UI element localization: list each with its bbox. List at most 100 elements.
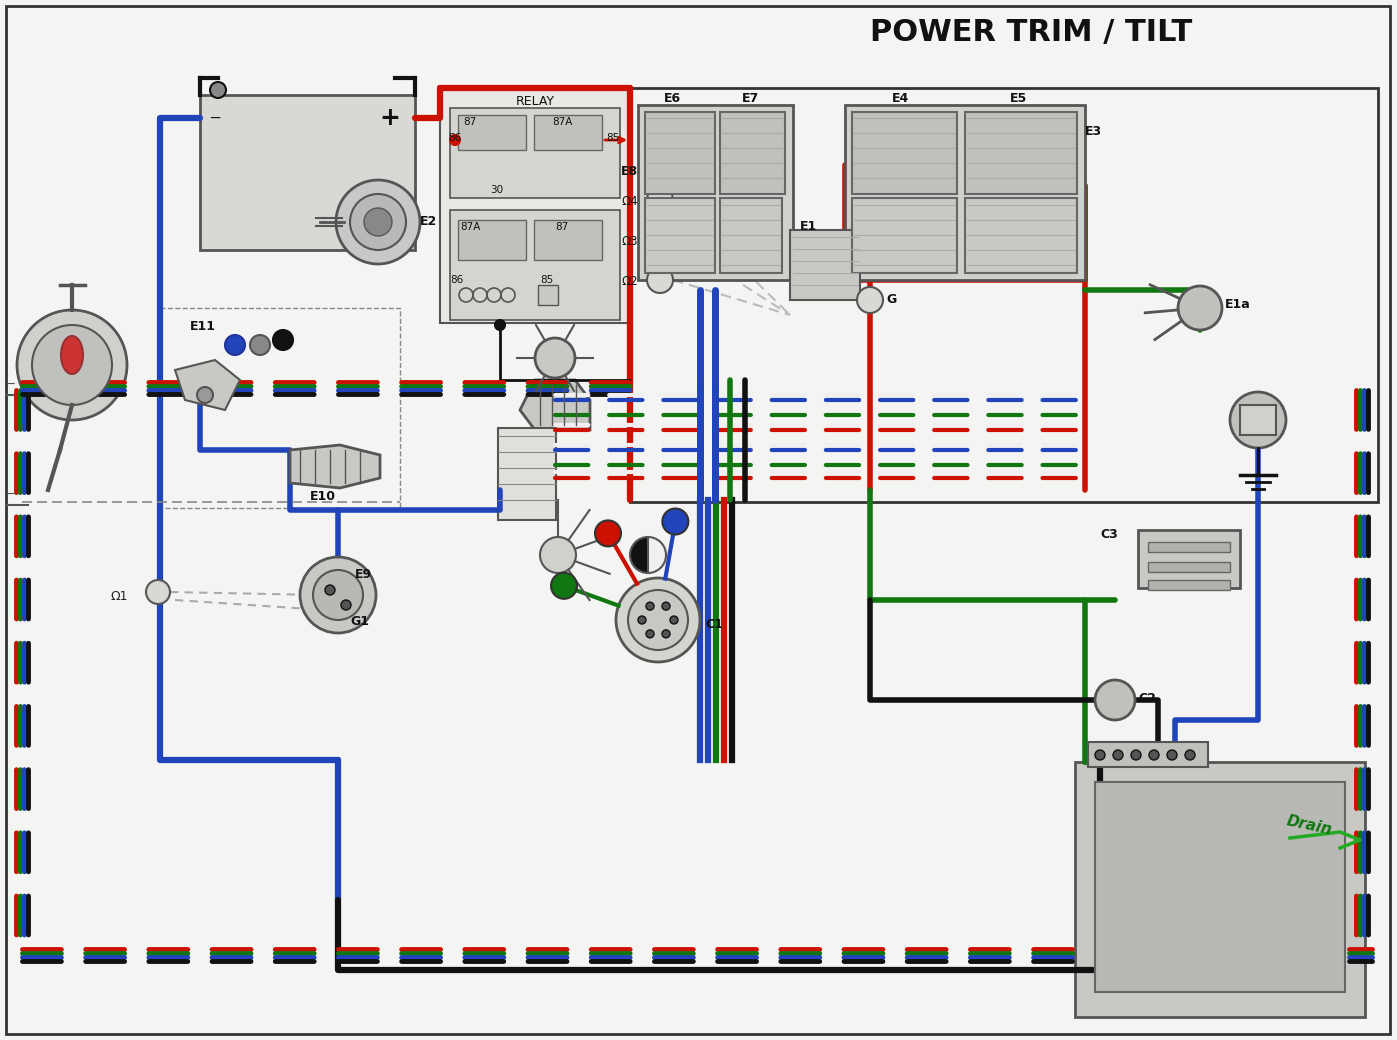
Text: G: G [886, 293, 897, 306]
Bar [534, 220, 602, 260]
Bar [852, 112, 957, 194]
Circle shape [662, 630, 671, 638]
Text: C2: C2 [1139, 692, 1155, 705]
Bar [965, 112, 1077, 194]
Circle shape [535, 338, 576, 378]
Text: Ω2: Ω2 [622, 275, 638, 288]
Circle shape [32, 326, 112, 405]
Text: 86: 86 [450, 275, 464, 285]
Text: Ω4: Ω4 [622, 196, 638, 208]
Bar [852, 198, 957, 274]
Bar [845, 105, 1085, 280]
Text: E6: E6 [664, 92, 680, 105]
Circle shape [495, 320, 504, 330]
Circle shape [595, 520, 622, 546]
Bar [1241, 405, 1275, 435]
Circle shape [1229, 392, 1287, 448]
Bar [1088, 742, 1208, 768]
Circle shape [337, 180, 420, 264]
Bar [497, 428, 556, 520]
Text: Ω1: Ω1 [110, 590, 127, 603]
Circle shape [647, 267, 673, 293]
Circle shape [197, 387, 212, 404]
Circle shape [341, 600, 351, 610]
Circle shape [250, 335, 270, 355]
Polygon shape [291, 445, 380, 488]
Bar [200, 95, 415, 250]
Circle shape [225, 335, 244, 355]
Text: C3: C3 [1099, 528, 1118, 541]
Bar [440, 88, 630, 323]
Text: E11: E11 [190, 320, 217, 333]
Bar [1148, 580, 1229, 590]
Circle shape [645, 630, 654, 638]
Bar [450, 108, 620, 198]
Bar [458, 115, 527, 150]
Bar [1076, 762, 1365, 1017]
Bar [1139, 530, 1241, 588]
Circle shape [1166, 750, 1178, 760]
Text: E5: E5 [1010, 92, 1027, 105]
Bar [1095, 782, 1345, 992]
Bar [965, 198, 1077, 274]
Circle shape [1095, 750, 1105, 760]
Polygon shape [520, 380, 590, 430]
Bar [161, 308, 400, 508]
Circle shape [856, 287, 883, 313]
Circle shape [450, 135, 460, 145]
Circle shape [300, 557, 376, 633]
Circle shape [638, 616, 645, 624]
Circle shape [616, 578, 700, 662]
Bar [538, 285, 557, 305]
Bar [534, 115, 602, 150]
Text: ─: ─ [6, 378, 14, 391]
Text: Ω3: Ω3 [622, 235, 638, 248]
Circle shape [1095, 680, 1134, 720]
Text: RELAY: RELAY [515, 95, 555, 108]
Circle shape [662, 509, 689, 535]
Text: 86: 86 [448, 133, 461, 144]
Circle shape [662, 602, 671, 610]
Circle shape [1132, 750, 1141, 760]
Text: 87A: 87A [552, 118, 573, 127]
Text: 85: 85 [606, 133, 619, 144]
Bar [719, 112, 785, 194]
Text: E10: E10 [310, 490, 337, 503]
Wedge shape [630, 537, 648, 573]
Circle shape [647, 187, 673, 213]
Text: E2: E2 [420, 215, 437, 228]
Circle shape [210, 82, 226, 98]
Circle shape [671, 616, 678, 624]
Circle shape [313, 570, 363, 620]
Bar [450, 210, 620, 320]
Wedge shape [648, 537, 666, 573]
Text: C1: C1 [705, 618, 722, 631]
Text: E1: E1 [800, 220, 817, 233]
Circle shape [272, 330, 293, 350]
Circle shape [550, 573, 577, 599]
Text: ─: ─ [6, 488, 14, 501]
Text: 30: 30 [490, 185, 503, 196]
Circle shape [147, 580, 170, 604]
Text: E9: E9 [355, 568, 372, 581]
Bar [630, 88, 1377, 502]
Text: 87: 87 [464, 118, 476, 127]
Circle shape [1185, 750, 1194, 760]
Text: E8: E8 [620, 165, 638, 178]
Polygon shape [175, 360, 240, 410]
Text: ─: ─ [211, 110, 219, 126]
Circle shape [365, 208, 393, 236]
Text: POWER TRIM / TILT: POWER TRIM / TILT [870, 18, 1192, 47]
Circle shape [1113, 750, 1123, 760]
Bar [638, 105, 793, 280]
Bar [1148, 542, 1229, 552]
Bar [1148, 562, 1229, 572]
Text: E3: E3 [1085, 125, 1102, 138]
Circle shape [326, 586, 335, 595]
Text: +: + [380, 106, 401, 130]
Circle shape [17, 310, 127, 420]
Text: 85: 85 [541, 275, 553, 285]
Bar [789, 230, 861, 300]
Text: E7: E7 [742, 92, 759, 105]
Text: E1a: E1a [1225, 298, 1250, 311]
